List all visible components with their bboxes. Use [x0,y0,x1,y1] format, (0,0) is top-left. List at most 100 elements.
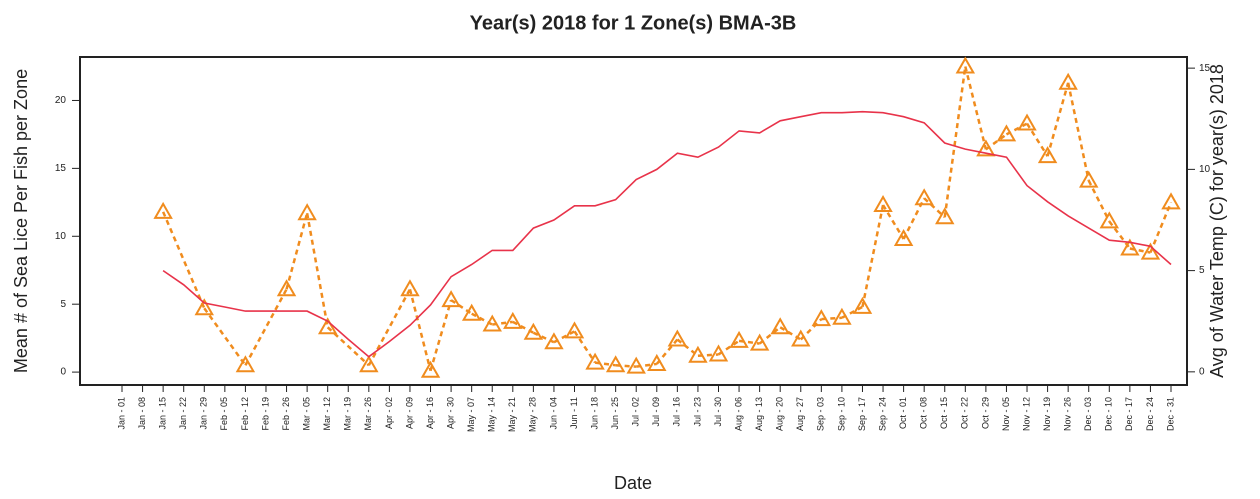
series-connector [1066,82,1090,181]
series-connector [738,339,760,345]
y2-tick-label: 5 [1199,265,1205,276]
x-tick-label: Apr - 09 [404,397,414,429]
data-point [1017,113,1037,131]
y2-axis-label: Avg of Water Temp (C) for year(s) 2018 [1207,64,1227,378]
series-connector [244,288,288,366]
data-point [873,195,893,213]
x-tick-label: Oct - 01 [898,397,908,429]
data-point [153,201,173,219]
data-point [708,344,729,362]
x-tick-label: Aug - 06 [733,397,743,431]
series-connector [305,212,329,328]
series-connector [285,212,309,290]
x-tick-label: Oct - 08 [919,397,929,429]
x-tick-label: Dec - 31 [1165,397,1175,431]
x-tick-label: Jul - 30 [713,397,723,427]
series-connector [161,211,206,309]
x-tick-label: Mar - 12 [322,397,332,431]
data-point [605,355,626,373]
x-tick-label: May - 28 [528,397,538,432]
data-point [893,228,914,246]
y-tick-label: 0 [60,367,66,378]
series-connector [1025,122,1049,157]
data-point [626,356,646,374]
data-point [1058,72,1078,90]
series-connector [429,299,453,372]
data-point [791,329,811,347]
x-tick-label: Jan - 22 [178,397,188,430]
data-point [441,290,461,308]
x-tick-label: Jul - 02 [631,397,641,427]
x-tick-label: Jan - 15 [158,397,168,430]
series-connector [964,66,988,150]
x-tick-label: May - 14 [487,397,497,432]
x-tick-label: Aug - 27 [795,397,805,431]
series-line [162,110,1172,358]
x-tick-label: Mar - 26 [363,397,373,431]
data-point [832,307,852,325]
y-tick-label: 15 [55,163,67,174]
x-tick-label: Feb - 26 [281,397,291,431]
data-point [461,303,482,321]
series-connector [923,197,946,219]
x-tick-label: Apr - 16 [425,397,435,429]
x-tick-label: Nov - 26 [1063,397,1073,431]
x-tick-label: Nov - 12 [1021,397,1031,431]
chart-title: Year(s) 2018 for 1 Zone(s) BMA-3B [470,12,797,34]
y2-tick-label: 15 [1199,63,1211,74]
x-tick-label: Nov - 19 [1042,397,1052,431]
x-tick-label: Sep - 17 [857,397,867,431]
data-point [729,330,749,348]
x-tick-label: Oct - 29 [980,397,990,429]
x-tick-label: Jan - 08 [137,397,147,430]
data-point [770,317,790,335]
x-tick-label: Jul - 16 [672,397,682,427]
series-connector [1129,247,1151,254]
x-tick-label: Oct - 22 [960,397,970,429]
x-tick-label: Mar - 05 [301,397,311,431]
y2-tick-label: 10 [1199,164,1211,175]
series-connector [573,330,597,364]
x-tick-label: Jul - 23 [692,397,702,427]
x-tick-label: Aug - 13 [754,397,764,431]
data-point [1140,242,1161,260]
series-connector [203,307,247,367]
data-point [523,322,544,340]
y-tick-label: 20 [55,95,67,106]
data-point [811,309,832,327]
x-tick-label: Sep - 10 [836,397,846,431]
series-connector [1108,220,1131,250]
series-connector [367,288,412,366]
x-tick-label: Jan - 01 [116,397,126,430]
x-tick-label: Apr - 02 [384,397,394,429]
data-point [914,188,934,206]
y-tick-label: 10 [55,231,67,242]
data-point [688,345,708,363]
x-tick-label: May - 21 [507,397,517,432]
data-point [749,333,770,351]
data-point [276,279,297,297]
x-tick-label: Sep - 03 [816,397,826,431]
x-axis-label: Date [614,473,652,493]
data-point [996,124,1017,142]
series-connector [594,361,616,367]
x-tick-label: Dec - 17 [1124,397,1134,431]
x-tick-label: Dec - 24 [1145,397,1155,431]
x-tick-label: Oct - 15 [939,397,949,429]
data-point [585,352,605,370]
x-tick-label: Nov - 05 [1001,397,1011,431]
data-point [317,317,338,335]
data-point [647,353,667,371]
data-point [1099,211,1120,229]
series-connector [1149,201,1173,254]
x-tick-label: Jun - 18 [589,397,599,430]
x-tick-label: Jan - 29 [199,397,209,430]
data-point [935,207,955,225]
data-point [420,360,441,378]
data-point [194,298,214,316]
series-connector [881,204,905,240]
series-connector [1046,82,1070,157]
data-point [235,355,256,373]
series-connector [861,204,885,308]
